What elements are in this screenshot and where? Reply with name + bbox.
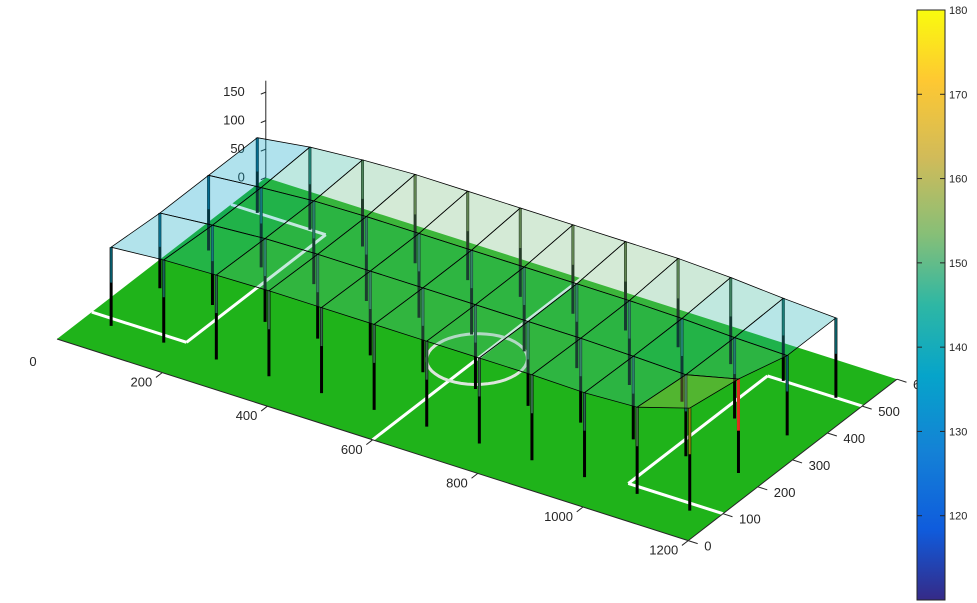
y-tick-label: 500 <box>878 404 900 419</box>
z-tick-mark <box>260 148 266 152</box>
right-box-bottom <box>627 482 724 516</box>
x-tick-label: 800 <box>446 475 468 490</box>
y-tick-label: 400 <box>843 431 865 446</box>
x-tick-label: 400 <box>236 408 258 423</box>
colorbar-tick-label: 150 <box>949 258 967 270</box>
y-tick-mark <box>688 540 698 545</box>
x-tick-mark <box>576 506 584 513</box>
y-tick-mark <box>827 432 838 437</box>
pitch-lines <box>91 203 863 516</box>
x-tick-label: 1200 <box>649 543 678 558</box>
center-circle <box>425 332 529 387</box>
z-tick-mark <box>260 177 266 181</box>
z-tick-mark <box>260 120 266 124</box>
colorbar-tick-label: 160 <box>949 174 967 186</box>
z-tick-label: 100 <box>223 113 245 128</box>
x-tick-label: 0 <box>29 354 36 369</box>
surface-layer <box>109 137 838 511</box>
colorbar-tick-label: 180 <box>949 5 967 17</box>
left-box-bottom <box>91 310 187 344</box>
z-tick-label: 0 <box>238 170 245 185</box>
right-box-side <box>627 374 769 485</box>
z-tick-label: 150 <box>223 84 245 99</box>
colorbar-tick-label: 140 <box>949 342 967 354</box>
canopy-panel <box>635 374 740 409</box>
colorbar-tick-label: 130 <box>949 426 967 438</box>
colorbar: 120 130 140 150 160 170 180 <box>916 5 967 601</box>
left-box-side <box>185 233 327 344</box>
right-box-top <box>767 374 863 408</box>
y-tick-mark <box>722 513 733 518</box>
halfway-line <box>371 277 583 441</box>
z-tick-mark <box>260 91 266 95</box>
y-tick-label: 200 <box>774 485 796 500</box>
y-tick-mark <box>757 486 768 491</box>
y-tick-label: 300 <box>809 458 831 473</box>
y-tick-label: 100 <box>739 512 761 527</box>
y-tick-mark <box>792 459 803 464</box>
x-tick-mark <box>471 473 479 479</box>
x-tick-mark <box>681 540 689 546</box>
x-tick-mark <box>260 405 268 412</box>
x-tick-label: 200 <box>130 375 152 390</box>
x-tick-mark <box>155 372 163 378</box>
colorbar-tick-label: 170 <box>949 89 967 101</box>
colorbar-tick-label: 120 <box>949 511 967 523</box>
x-tick-label: 600 <box>341 442 363 457</box>
x-tick-label: 1000 <box>544 509 573 524</box>
y-tick-label: 0 <box>704 539 711 554</box>
y-tick-mark <box>862 405 872 410</box>
y-tick-mark <box>896 378 907 383</box>
z-tick-label: 50 <box>230 141 244 156</box>
x-tick-mark <box>366 439 373 446</box>
colorbar-gradient <box>916 9 946 601</box>
